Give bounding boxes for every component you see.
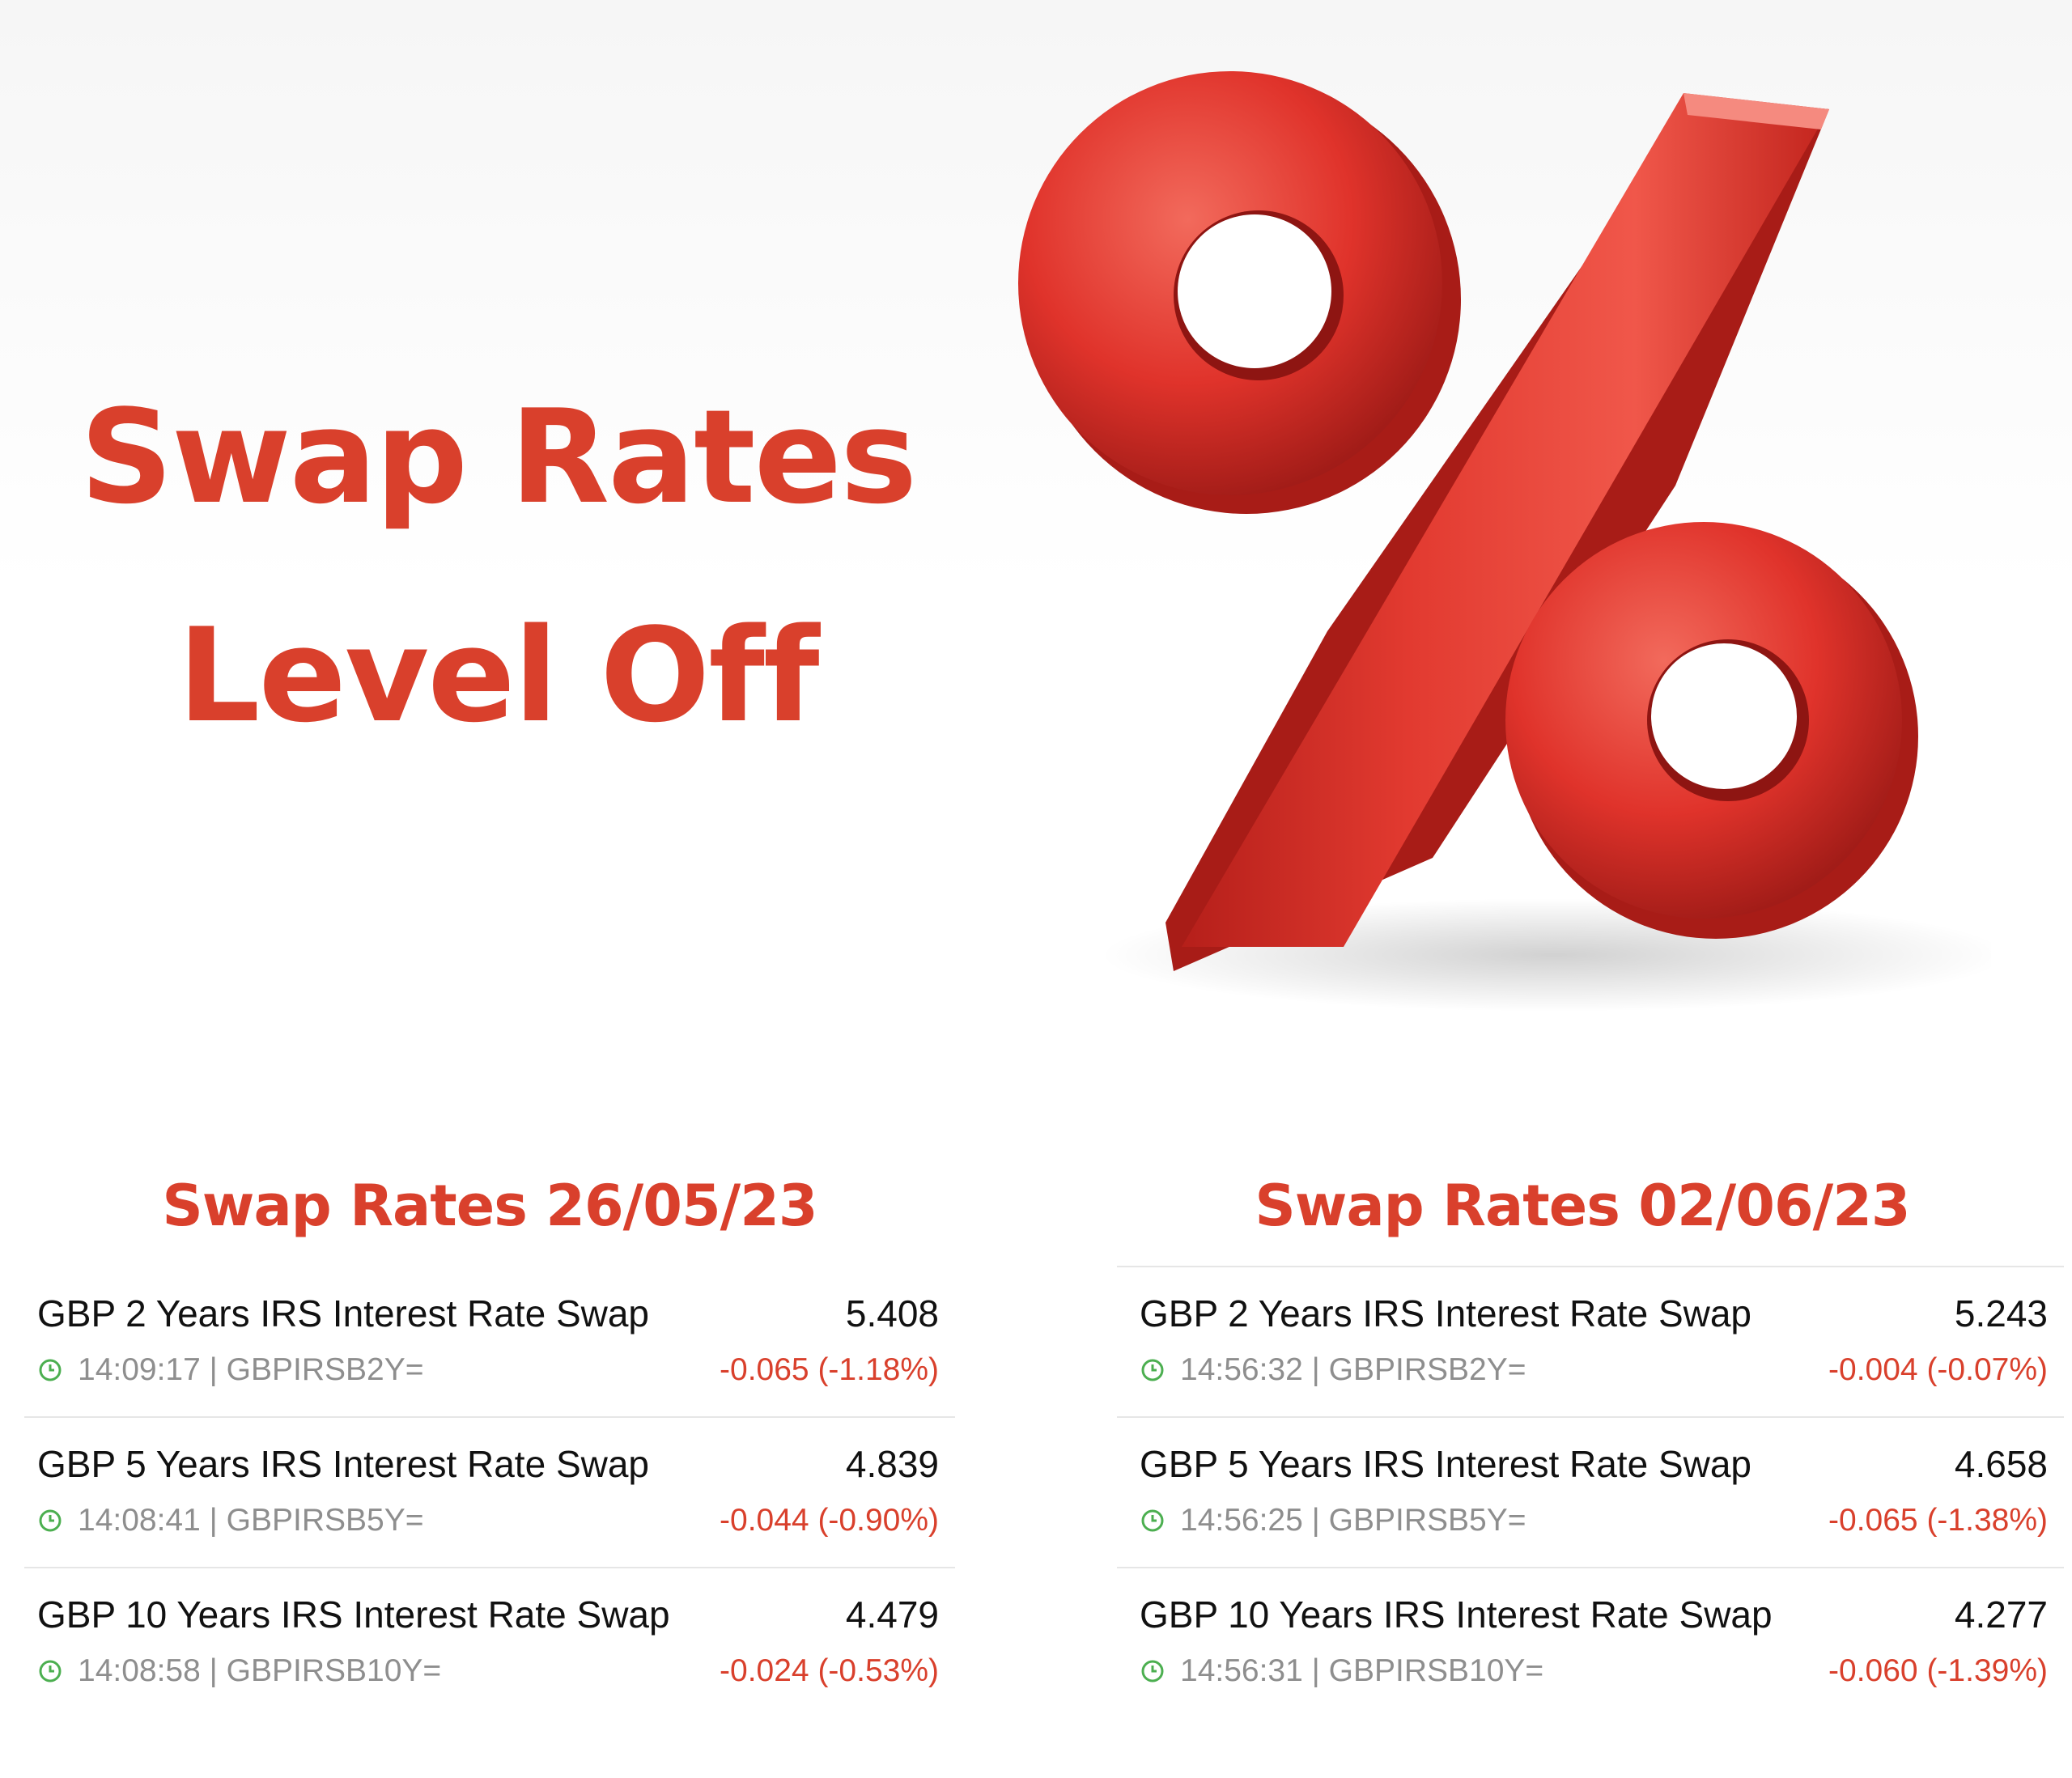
quote-meta: 14:08:41 | GBPIRSB5Y=: [37, 1503, 424, 1538]
meta-separator: |: [1311, 1503, 1320, 1538]
instrument-name: GBP 10 Years IRS Interest Rate Swap: [1140, 1593, 1773, 1636]
headline: Swap Rates Level Off: [0, 348, 996, 785]
clock-icon: [39, 1509, 62, 1532]
instrument-name: GBP 2 Years IRS Interest Rate Swap: [1140, 1292, 1752, 1335]
clock-icon: [1141, 1660, 1164, 1683]
ric-code: GBPIRSB5Y=: [226, 1503, 424, 1538]
clock-icon: [1141, 1359, 1164, 1381]
quote-value: 4.658: [1954, 1443, 2048, 1485]
quote-change: -0.060 (-1.39%): [1828, 1653, 2048, 1688]
quote-change: -0.065 (-1.38%): [1828, 1503, 2048, 1538]
ric-code: GBPIRSB5Y=: [1328, 1503, 1526, 1538]
quote-row-2y[interactable]: GBP 2 Years IRS Interest Rate Swap 5.243…: [1117, 1267, 2064, 1418]
quote-value: 5.243: [1954, 1292, 2048, 1335]
quote-meta: 14:56:31 | GBPIRSB10Y=: [1140, 1653, 1543, 1689]
quote-meta: 14:56:32 | GBPIRSB2Y=: [1140, 1352, 1526, 1388]
clock-icon: [39, 1359, 62, 1381]
swap-rates-panel-left: Swap Rates 26/05/23 GBP 2 Years IRS Inte…: [24, 1157, 955, 1717]
panel-title: Swap Rates 02/06/23: [1255, 1173, 1910, 1239]
headline-line-1: Swap Rates: [79, 381, 918, 533]
meta-separator: |: [209, 1503, 218, 1538]
quote-change: -0.024 (-0.53%): [720, 1653, 939, 1688]
instrument-name: GBP 2 Years IRS Interest Rate Swap: [37, 1292, 650, 1335]
instrument-name: GBP 5 Years IRS Interest Rate Swap: [1140, 1443, 1752, 1485]
quote-time: 14:56:32: [1180, 1352, 1303, 1387]
quote-change: -0.044 (-0.90%): [720, 1503, 939, 1538]
quote-value: 5.408: [845, 1292, 939, 1335]
quote-meta: 14:09:17 | GBPIRSB2Y=: [37, 1352, 424, 1388]
quote-change: -0.065 (-1.18%): [720, 1352, 939, 1387]
quote-row-2y[interactable]: GBP 2 Years IRS Interest Rate Swap 5.408…: [24, 1267, 955, 1418]
quote-time: 14:56:31: [1180, 1653, 1303, 1688]
quote-time: 14:09:17: [78, 1352, 201, 1387]
hero-banner: Swap Rates Level Off: [0, 0, 2072, 1068]
divider: [1117, 1266, 2064, 1267]
quote-value: 4.479: [845, 1593, 939, 1636]
quote-time: 14:56:25: [1180, 1503, 1303, 1538]
quote-meta: 14:56:25 | GBPIRSB5Y=: [1140, 1503, 1526, 1538]
quote-row-10y[interactable]: GBP 10 Years IRS Interest Rate Swap 4.47…: [24, 1568, 955, 1717]
quote-time: 14:08:41: [78, 1503, 201, 1538]
ric-code: GBPIRSB10Y=: [1328, 1653, 1544, 1688]
meta-separator: |: [209, 1352, 218, 1387]
meta-separator: |: [1311, 1352, 1320, 1387]
meta-separator: |: [209, 1653, 218, 1688]
headline-line-2: Level Off: [177, 600, 819, 751]
instrument-name: GBP 10 Years IRS Interest Rate Swap: [37, 1593, 670, 1636]
meta-separator: |: [1311, 1653, 1320, 1688]
quote-row-5y[interactable]: GBP 5 Years IRS Interest Rate Swap 4.839…: [24, 1418, 955, 1568]
clock-icon: [1141, 1509, 1164, 1532]
ric-code: GBPIRSB2Y=: [226, 1352, 424, 1387]
quote-time: 14:08:58: [78, 1653, 201, 1688]
quote-row-5y[interactable]: GBP 5 Years IRS Interest Rate Swap 4.658…: [1117, 1418, 2064, 1568]
panel-title: Swap Rates 26/05/23: [162, 1173, 817, 1239]
quote-meta: 14:08:58 | GBPIRSB10Y=: [37, 1653, 441, 1689]
quote-row-10y[interactable]: GBP 10 Years IRS Interest Rate Swap 4.27…: [1117, 1568, 2064, 1717]
instrument-name: GBP 5 Years IRS Interest Rate Swap: [37, 1443, 650, 1485]
swap-rates-panel-right: Swap Rates 02/06/23 GBP 2 Years IRS Inte…: [1117, 1157, 2064, 1717]
ric-code: GBPIRSB2Y=: [1328, 1352, 1526, 1387]
quote-value: 4.839: [845, 1443, 939, 1485]
percent-sign-icon: [1018, 71, 1991, 1012]
quote-change: -0.004 (-0.07%): [1828, 1352, 2048, 1387]
clock-icon: [39, 1660, 62, 1683]
quote-value: 4.277: [1954, 1593, 2048, 1636]
ric-code: GBPIRSB10Y=: [226, 1653, 442, 1688]
